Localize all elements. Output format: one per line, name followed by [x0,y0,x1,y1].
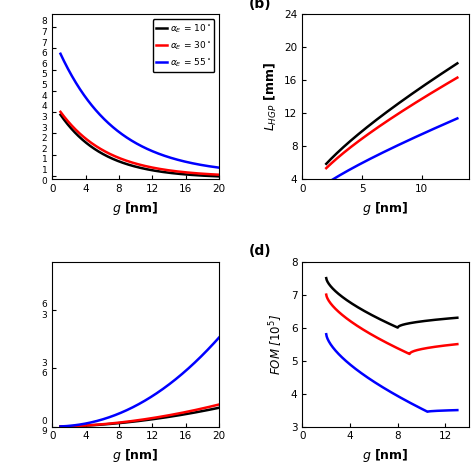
$\alpha_E$ = 10$^\circ$ [172,171,178,176]
$\alpha_E$ = 10$^\circ$ [58,112,64,118]
Y-axis label: $FOM$ [$10^5$]: $FOM$ [$10^5$] [268,314,285,374]
$\alpha_E$ = 30$^\circ$ [58,109,64,115]
$\alpha_E$ = 10$^\circ$ [157,169,163,174]
$\alpha_E$ = 55$^\circ$ [157,151,163,157]
$\alpha_E$ = 30$^\circ$ [77,130,82,136]
$\alpha_E$ = 55$^\circ$ [120,132,126,138]
$\alpha_E$ = 10$^\circ$ [109,156,115,162]
$\alpha_E$ = 30$^\circ$ [157,166,163,172]
$\alpha_E$ = 30$^\circ$ [172,168,178,174]
Text: (d): (d) [249,244,272,258]
Line: $\alpha_E$ = 30$^\circ$: $\alpha_E$ = 30$^\circ$ [61,112,219,175]
X-axis label: $g$ [nm]: $g$ [nm] [112,200,159,217]
Legend: $\alpha_E$ = 10$^\circ$, $\alpha_E$ = 30$^\circ$, $\alpha_E$ = 55$^\circ$: $\alpha_E$ = 10$^\circ$, $\alpha_E$ = 30… [153,19,214,73]
$\alpha_E$ = 55$^\circ$ [173,156,179,162]
X-axis label: $g$ [nm]: $g$ [nm] [363,447,409,464]
$\alpha_E$ = 55$^\circ$ [109,124,115,129]
Line: $\alpha_E$ = 55$^\circ$: $\alpha_E$ = 55$^\circ$ [61,54,219,168]
$\alpha_E$ = 55$^\circ$ [216,165,222,171]
X-axis label: $g$ [nm]: $g$ [nm] [363,200,409,217]
$\alpha_E$ = 30$^\circ$ [120,157,126,163]
Line: $\alpha_E$ = 10$^\circ$: $\alpha_E$ = 10$^\circ$ [61,115,219,176]
$\alpha_E$ = 30$^\circ$ [109,152,115,158]
$\alpha_E$ = 55$^\circ$ [172,156,178,162]
$\alpha_E$ = 55$^\circ$ [77,86,82,91]
$\alpha_E$ = 10$^\circ$ [173,171,179,176]
$\alpha_E$ = 10$^\circ$ [120,160,126,166]
$\alpha_E$ = 10$^\circ$ [77,134,82,140]
Text: (b): (b) [249,0,272,10]
$\alpha_E$ = 30$^\circ$ [216,172,222,178]
$\alpha_E$ = 30$^\circ$ [173,168,179,174]
$\alpha_E$ = 10$^\circ$ [216,173,222,179]
Y-axis label: $L_{HGP}$ [mm]: $L_{HGP}$ [mm] [263,62,279,131]
X-axis label: $g$ [nm]: $g$ [nm] [112,447,159,464]
$\alpha_E$ = 55$^\circ$ [58,51,64,56]
